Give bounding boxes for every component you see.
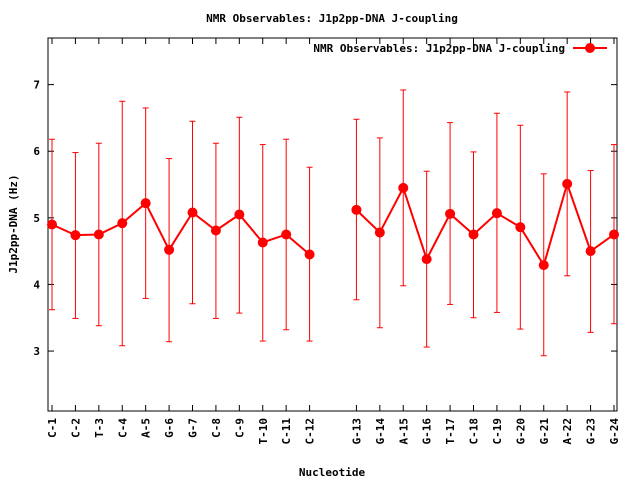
y-tick-label: 5 <box>33 212 40 225</box>
x-tick-label: C-8 <box>210 418 223 438</box>
x-tick-label: C-12 <box>304 418 317 445</box>
x-tick-label: G-23 <box>585 418 598 445</box>
y-axis-label: J1p2pp-DNA (Hz) <box>7 174 20 273</box>
data-point <box>468 229 479 240</box>
chart-title: NMR Observables: J1p2pp-DNA J-coupling <box>206 12 458 25</box>
x-axis: C-1 C-2 T-3 C-4 A-5 G-6 G-7 C-8 C-9 T-10 C-11 C-12 G… <box>46 38 621 445</box>
data-point <box>70 230 81 241</box>
x-tick-label: C-19 <box>491 418 504 445</box>
data-point <box>538 260 549 271</box>
series-line <box>51 180 615 268</box>
x-tick-label: T-3 <box>93 418 106 438</box>
x-tick-label: G-20 <box>514 418 527 445</box>
plot-frame <box>47 37 618 412</box>
data-point <box>210 225 221 236</box>
y-axis: 3 4 5 6 7 <box>33 79 617 358</box>
data-point <box>140 198 151 209</box>
x-tick-label: G-24 <box>608 418 621 445</box>
data-point <box>164 244 175 255</box>
x-tick-label: T-17 <box>444 418 457 445</box>
legend: NMR Observables: J1p2pp-DNA J-coupling <box>313 42 607 55</box>
x-tick-label: C-11 <box>280 418 293 445</box>
y-tick-label: 4 <box>33 278 40 291</box>
data-point <box>491 208 502 219</box>
x-tick-label: C-4 <box>116 418 129 438</box>
data-point <box>117 218 128 229</box>
y-tick-label: 6 <box>33 145 40 158</box>
x-tick-label: G-6 <box>163 418 176 438</box>
data-point <box>47 219 57 230</box>
x-tick-label: C-2 <box>69 418 82 438</box>
data-point <box>585 246 596 257</box>
data-point <box>445 208 456 219</box>
data-point <box>421 254 432 265</box>
x-tick-label: C-9 <box>233 418 246 438</box>
data-point <box>304 249 315 260</box>
y-tick-label: 3 <box>33 345 40 358</box>
legend-label: NMR Observables: J1p2pp-DNA J-coupling <box>313 42 565 55</box>
x-tick-label: G-16 <box>421 418 434 445</box>
y-tick-label: 7 <box>33 79 40 92</box>
data-point <box>187 207 198 218</box>
data-point <box>562 178 573 189</box>
data-point <box>374 227 385 238</box>
data-point <box>398 182 409 193</box>
data-point <box>281 229 292 240</box>
x-tick-label: G-21 <box>538 418 551 445</box>
x-axis-label: Nucleotide <box>299 466 366 479</box>
legend-marker <box>585 43 595 53</box>
data-point <box>351 204 362 215</box>
x-tick-label: G-7 <box>187 418 200 438</box>
data-point <box>257 237 268 248</box>
data-point <box>234 209 245 220</box>
x-tick-label: A-22 <box>561 418 574 445</box>
data-point <box>609 229 619 240</box>
x-tick-label: A-15 <box>397 418 410 445</box>
x-tick-label: A-5 <box>140 418 153 438</box>
x-tick-label: G-14 <box>374 418 387 445</box>
series-group <box>47 89 619 357</box>
data-point <box>93 229 104 240</box>
x-tick-label: C-18 <box>468 418 481 445</box>
x-tick-label: T-10 <box>257 418 270 445</box>
data-point <box>515 222 526 233</box>
x-tick-label: C-1 <box>46 418 59 438</box>
x-tick-label: G-13 <box>350 418 363 445</box>
